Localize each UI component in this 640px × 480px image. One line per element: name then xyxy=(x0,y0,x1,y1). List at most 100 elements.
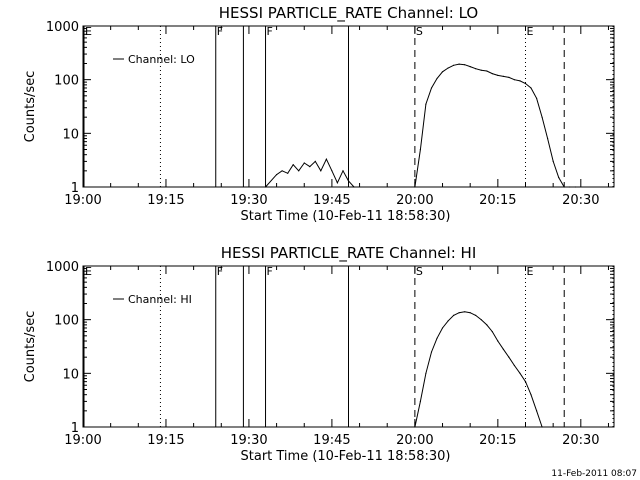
y-tick-label: 1 xyxy=(71,181,79,196)
x-tick-label: 19:30 xyxy=(230,193,267,208)
data-point xyxy=(469,66,471,68)
event-marker-label: E xyxy=(527,25,534,38)
data-point xyxy=(430,87,433,89)
data-point xyxy=(558,176,560,179)
y-tick-label: 1000 xyxy=(46,20,79,35)
data-point xyxy=(536,410,538,412)
series-line xyxy=(265,63,576,188)
data-point xyxy=(287,172,289,174)
event-marker-label: F xyxy=(217,25,223,38)
data-point xyxy=(475,68,477,70)
data-point xyxy=(436,337,438,339)
data-point xyxy=(519,80,521,82)
data-point xyxy=(353,186,355,188)
data-point xyxy=(425,103,427,105)
data-point xyxy=(281,170,283,172)
x-tick-label: 19:00 xyxy=(64,433,101,448)
data-point xyxy=(414,186,416,188)
data-point xyxy=(264,186,267,188)
legend-label: Channel: LO xyxy=(128,53,195,66)
x-tick-label: 19:30 xyxy=(230,433,267,448)
chart-title: HESSI PARTICLE_RATE Channel: LO xyxy=(219,4,478,23)
data-point xyxy=(480,319,482,321)
data-point xyxy=(508,356,510,358)
data-point xyxy=(491,331,493,333)
x-tick-label: 20:30 xyxy=(562,193,599,208)
data-point xyxy=(325,158,327,160)
data-point xyxy=(464,311,466,313)
data-point xyxy=(347,180,350,182)
data-point xyxy=(519,372,521,374)
footer-timestamp: 11-Feb-2011 08:07 xyxy=(551,469,637,479)
data-point xyxy=(497,74,499,76)
event-marker-label: F xyxy=(267,25,273,38)
data-point xyxy=(569,186,571,188)
data-point xyxy=(342,170,344,172)
data-point xyxy=(425,372,427,374)
data-point xyxy=(536,97,538,99)
data-point xyxy=(524,82,527,85)
data-point xyxy=(513,79,516,81)
y-axis-label: Counts/sec xyxy=(23,311,38,383)
data-point xyxy=(447,320,449,322)
data-point xyxy=(530,87,532,89)
data-point xyxy=(469,312,471,314)
data-point xyxy=(502,75,504,77)
data-point xyxy=(441,327,444,329)
lo-channel-panel: HESSI PARTICLE_RATE Channel: LO 19:00 19:1… xyxy=(23,4,615,224)
event-marker-label: S xyxy=(416,265,423,278)
y-tick-label: 10 xyxy=(62,367,79,382)
y-tick-label: 100 xyxy=(54,74,79,89)
hi-channel-panel: HESSI PARTICLE_RATE Channel: HI 19:00 19:1… xyxy=(23,244,615,464)
data-point xyxy=(541,116,543,118)
data-point xyxy=(552,160,554,162)
data-point xyxy=(458,63,460,65)
event-marker-label: E xyxy=(85,265,92,278)
data-point xyxy=(574,186,576,188)
data-point xyxy=(458,312,460,314)
data-point xyxy=(430,351,433,353)
data-point xyxy=(475,314,477,316)
x-tick-label: 19:45 xyxy=(313,433,350,448)
data-point xyxy=(453,64,455,66)
data-point xyxy=(303,162,305,164)
data-point xyxy=(486,70,488,72)
event-marker-label: E xyxy=(527,265,534,278)
data-point xyxy=(486,324,488,326)
legend-label: Channel: HI xyxy=(128,293,192,306)
x-axis-label: Start Time (10-Feb-11 18:58:30) xyxy=(241,449,451,464)
data-point xyxy=(513,364,516,367)
x-tick-label: 20:00 xyxy=(396,433,433,448)
data-point xyxy=(530,394,532,396)
x-tick-label: 19:15 xyxy=(147,193,184,208)
data-point xyxy=(447,67,449,69)
x-tick-label: 19:45 xyxy=(313,193,350,208)
data-point xyxy=(419,148,421,151)
data-point xyxy=(547,137,549,140)
x-tick-label: 20:15 xyxy=(479,193,516,208)
y-tick-label: 1000 xyxy=(46,260,79,275)
data-point xyxy=(453,314,455,316)
x-tick-label: 20:30 xyxy=(562,433,599,448)
y-tick-label: 100 xyxy=(54,314,79,329)
data-point xyxy=(441,71,444,73)
series-line xyxy=(414,311,543,428)
data-point xyxy=(336,182,338,184)
data-point xyxy=(464,64,466,66)
data-point xyxy=(276,174,278,176)
x-axis-label: Start Time (10-Feb-11 18:58:30) xyxy=(241,209,451,224)
x-tick-label: 19:00 xyxy=(64,193,101,208)
data-point xyxy=(491,73,493,75)
y-axis-label: Counts/sec xyxy=(23,71,38,143)
data-point xyxy=(298,170,300,172)
data-point xyxy=(419,400,421,402)
data-point xyxy=(436,77,438,80)
event-marker-label: F xyxy=(217,265,223,278)
data-point xyxy=(541,426,543,428)
data-point xyxy=(414,426,416,428)
data-point xyxy=(480,69,482,71)
x-tick-label: 19:15 xyxy=(147,433,184,448)
data-point xyxy=(563,186,565,188)
data-point xyxy=(524,381,527,383)
